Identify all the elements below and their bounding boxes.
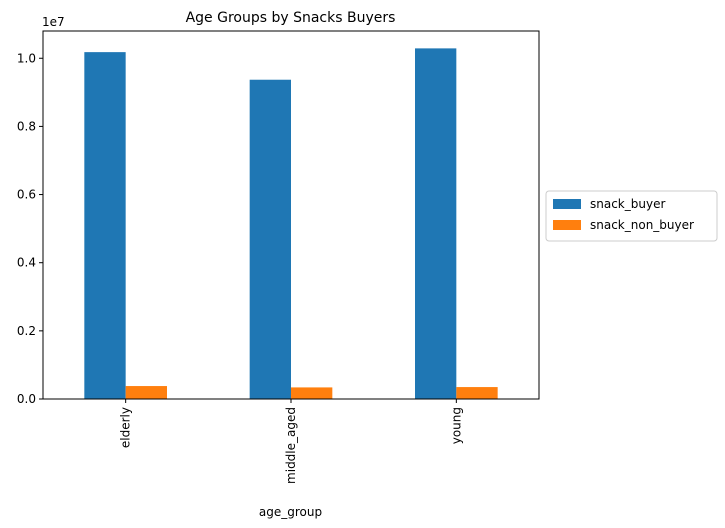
chart-title: Age Groups by Snacks Buyers [186,10,396,26]
legend-label-snack_non_buyer: snack_non_buyer [590,218,694,232]
legend-label-snack_buyer: snack_buyer [590,197,665,211]
legend-frame [545,190,718,242]
y-tick-label: 0.6 [17,188,36,202]
bar-snack_buyer-elderly [84,52,126,399]
y-tick-label: 0.4 [17,256,36,270]
legend-swatch-snack_non_buyer [553,220,581,230]
y-tick-label: 1.0 [17,51,36,65]
y-offset-label: 1e7 [42,15,65,29]
x-axis: elderly middle_aged young [119,399,463,484]
bar-snack_buyer-young [415,48,457,399]
bars-group [84,48,498,399]
legend-swatch-snack_buyer [553,199,581,209]
bar-snack_non_buyer-middle_aged [291,387,333,399]
x-tick-label-elderly: elderly [119,407,133,448]
x-axis-label: age_group [259,505,322,519]
bar-snack_non_buyer-young [456,387,498,399]
bar-snack_non_buyer-elderly [125,386,167,399]
y-tick-label: 0.8 [17,119,36,133]
bar-snack_buyer-middle_aged [249,79,291,399]
y-tick-label: 0.2 [17,324,36,338]
y-tick-label: 0.0 [17,392,36,406]
x-tick-label-young: young [449,407,463,444]
y-axis: 0.0 0.2 0.4 0.6 0.8 1.0 [17,51,43,406]
plot-frame [42,30,540,400]
x-tick-label-middle_aged: middle_aged [284,407,298,484]
legend: snack_buyer snack_non_buyer [545,190,718,242]
